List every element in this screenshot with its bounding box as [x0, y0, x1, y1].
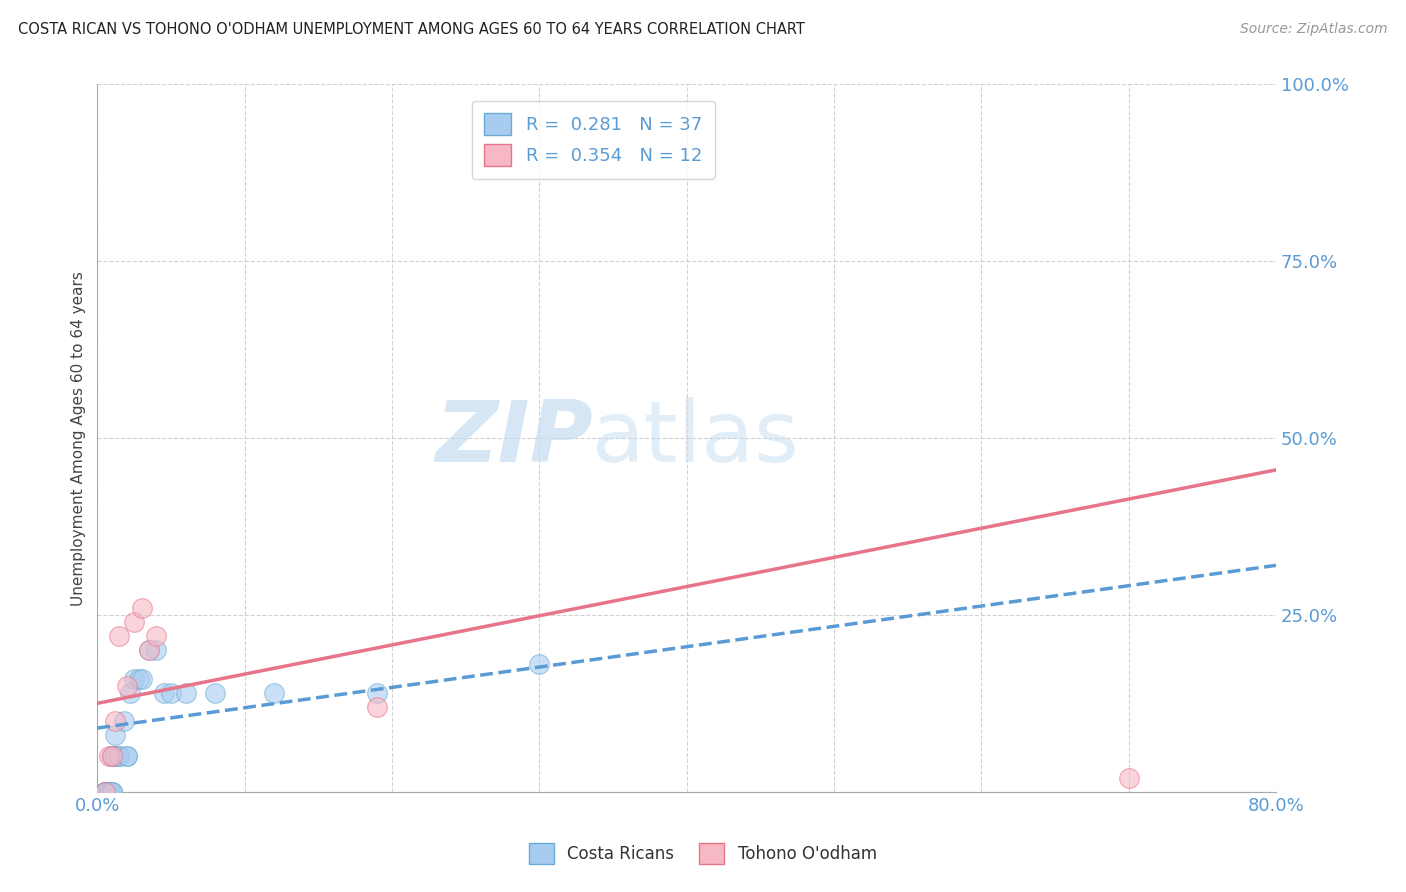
Point	[118, 686, 141, 700]
Text: atlas: atlas	[592, 397, 800, 480]
Point	[101, 749, 124, 764]
Point	[145, 629, 167, 643]
Point	[93, 785, 115, 799]
Point	[101, 749, 124, 764]
Text: Source: ZipAtlas.com: Source: ZipAtlas.com	[1240, 22, 1388, 37]
Point	[115, 679, 138, 693]
Y-axis label: Unemployment Among Ages 60 to 64 years: Unemployment Among Ages 60 to 64 years	[72, 270, 86, 606]
Point	[93, 785, 115, 799]
Point	[98, 749, 121, 764]
Point	[160, 686, 183, 700]
Point	[98, 785, 121, 799]
Point	[108, 749, 131, 764]
Point	[138, 643, 160, 657]
Point	[115, 749, 138, 764]
Point	[93, 785, 115, 799]
Point	[204, 686, 226, 700]
Point	[366, 686, 388, 700]
Point	[174, 686, 197, 700]
Legend: Costa Ricans, Tohono O'odham: Costa Ricans, Tohono O'odham	[523, 837, 883, 871]
Point	[101, 785, 124, 799]
Point	[93, 785, 115, 799]
Point	[145, 643, 167, 657]
Point	[101, 749, 124, 764]
Point	[93, 785, 115, 799]
Text: COSTA RICAN VS TOHONO O'ODHAM UNEMPLOYMENT AMONG AGES 60 TO 64 YEARS CORRELATION: COSTA RICAN VS TOHONO O'ODHAM UNEMPLOYME…	[18, 22, 806, 37]
Point	[98, 785, 121, 799]
Point	[138, 643, 160, 657]
Point	[104, 749, 127, 764]
Point	[104, 749, 127, 764]
Text: ZIP: ZIP	[434, 397, 592, 480]
Point	[152, 686, 174, 700]
Point	[131, 672, 153, 686]
Point	[263, 686, 285, 700]
Point	[108, 629, 131, 643]
Point	[529, 657, 551, 672]
Point	[112, 714, 135, 728]
Point	[98, 785, 121, 799]
Point	[104, 714, 127, 728]
Point	[115, 749, 138, 764]
Point	[93, 785, 115, 799]
Point	[366, 699, 388, 714]
Point	[108, 749, 131, 764]
Point	[131, 600, 153, 615]
Point	[98, 785, 121, 799]
Legend: R =  0.281   N = 37, R =  0.354   N = 12: R = 0.281 N = 37, R = 0.354 N = 12	[472, 101, 714, 179]
Point	[1118, 771, 1140, 785]
Point	[104, 728, 127, 742]
Point	[101, 785, 124, 799]
Point	[122, 672, 145, 686]
Point	[101, 785, 124, 799]
Point	[128, 672, 150, 686]
Point	[122, 615, 145, 629]
Point	[93, 785, 115, 799]
Point	[98, 785, 121, 799]
